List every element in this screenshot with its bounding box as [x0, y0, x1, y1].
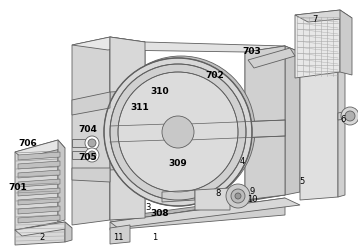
Polygon shape — [110, 198, 300, 228]
Polygon shape — [58, 140, 65, 222]
Circle shape — [118, 72, 238, 192]
Polygon shape — [248, 48, 295, 68]
Polygon shape — [245, 46, 285, 200]
Text: 706: 706 — [19, 138, 37, 147]
Text: 3: 3 — [145, 202, 151, 211]
Text: 5: 5 — [299, 178, 305, 186]
Circle shape — [88, 151, 96, 159]
Polygon shape — [15, 222, 65, 245]
Circle shape — [110, 64, 246, 200]
Polygon shape — [72, 37, 145, 50]
Polygon shape — [15, 140, 65, 158]
Text: 308: 308 — [151, 208, 169, 218]
Circle shape — [235, 193, 241, 199]
Text: 11: 11 — [113, 232, 123, 241]
Polygon shape — [18, 161, 60, 169]
Text: 7: 7 — [312, 16, 318, 24]
Text: 703: 703 — [243, 48, 261, 56]
Polygon shape — [72, 168, 110, 182]
Circle shape — [341, 107, 358, 125]
Polygon shape — [65, 222, 72, 242]
Polygon shape — [338, 110, 352, 120]
Polygon shape — [285, 46, 300, 195]
Polygon shape — [110, 195, 285, 218]
Circle shape — [162, 116, 194, 148]
Polygon shape — [15, 140, 58, 230]
Text: 6: 6 — [340, 116, 346, 124]
Polygon shape — [72, 92, 110, 115]
Text: 4: 4 — [240, 158, 245, 166]
Polygon shape — [195, 188, 230, 210]
Polygon shape — [340, 10, 352, 75]
Circle shape — [88, 139, 96, 147]
Polygon shape — [245, 46, 300, 58]
Polygon shape — [110, 37, 145, 92]
Text: 704: 704 — [78, 126, 97, 134]
Text: 10: 10 — [247, 196, 257, 204]
Text: 311: 311 — [131, 104, 149, 112]
Polygon shape — [18, 206, 60, 214]
Polygon shape — [72, 151, 92, 159]
Polygon shape — [245, 46, 285, 200]
Text: 1: 1 — [153, 232, 158, 241]
Polygon shape — [18, 152, 60, 160]
Text: 9: 9 — [250, 188, 255, 196]
Polygon shape — [300, 47, 338, 200]
Polygon shape — [110, 124, 168, 142]
Text: 702: 702 — [205, 70, 224, 80]
Polygon shape — [295, 10, 352, 22]
Polygon shape — [110, 225, 130, 244]
Polygon shape — [18, 179, 60, 187]
Polygon shape — [110, 198, 285, 230]
Text: 705: 705 — [79, 154, 97, 162]
Text: 2: 2 — [39, 234, 45, 242]
Circle shape — [104, 58, 252, 206]
Circle shape — [85, 136, 99, 150]
Polygon shape — [15, 222, 72, 236]
Polygon shape — [18, 188, 60, 196]
Text: 8: 8 — [215, 188, 221, 198]
Polygon shape — [295, 10, 340, 78]
Text: 701: 701 — [9, 184, 27, 192]
Circle shape — [231, 189, 245, 203]
Text: 310: 310 — [151, 88, 169, 96]
Polygon shape — [110, 37, 145, 220]
Polygon shape — [72, 37, 110, 225]
Polygon shape — [18, 197, 60, 205]
Polygon shape — [110, 168, 145, 220]
Polygon shape — [188, 120, 285, 140]
Text: 309: 309 — [169, 158, 187, 168]
Circle shape — [345, 111, 355, 121]
Polygon shape — [18, 215, 60, 223]
Polygon shape — [72, 139, 92, 147]
Polygon shape — [162, 190, 195, 202]
Polygon shape — [110, 42, 285, 52]
Polygon shape — [18, 170, 60, 178]
Circle shape — [107, 56, 255, 204]
Polygon shape — [338, 47, 345, 197]
Circle shape — [85, 148, 99, 162]
Polygon shape — [300, 47, 345, 57]
Circle shape — [226, 184, 250, 208]
